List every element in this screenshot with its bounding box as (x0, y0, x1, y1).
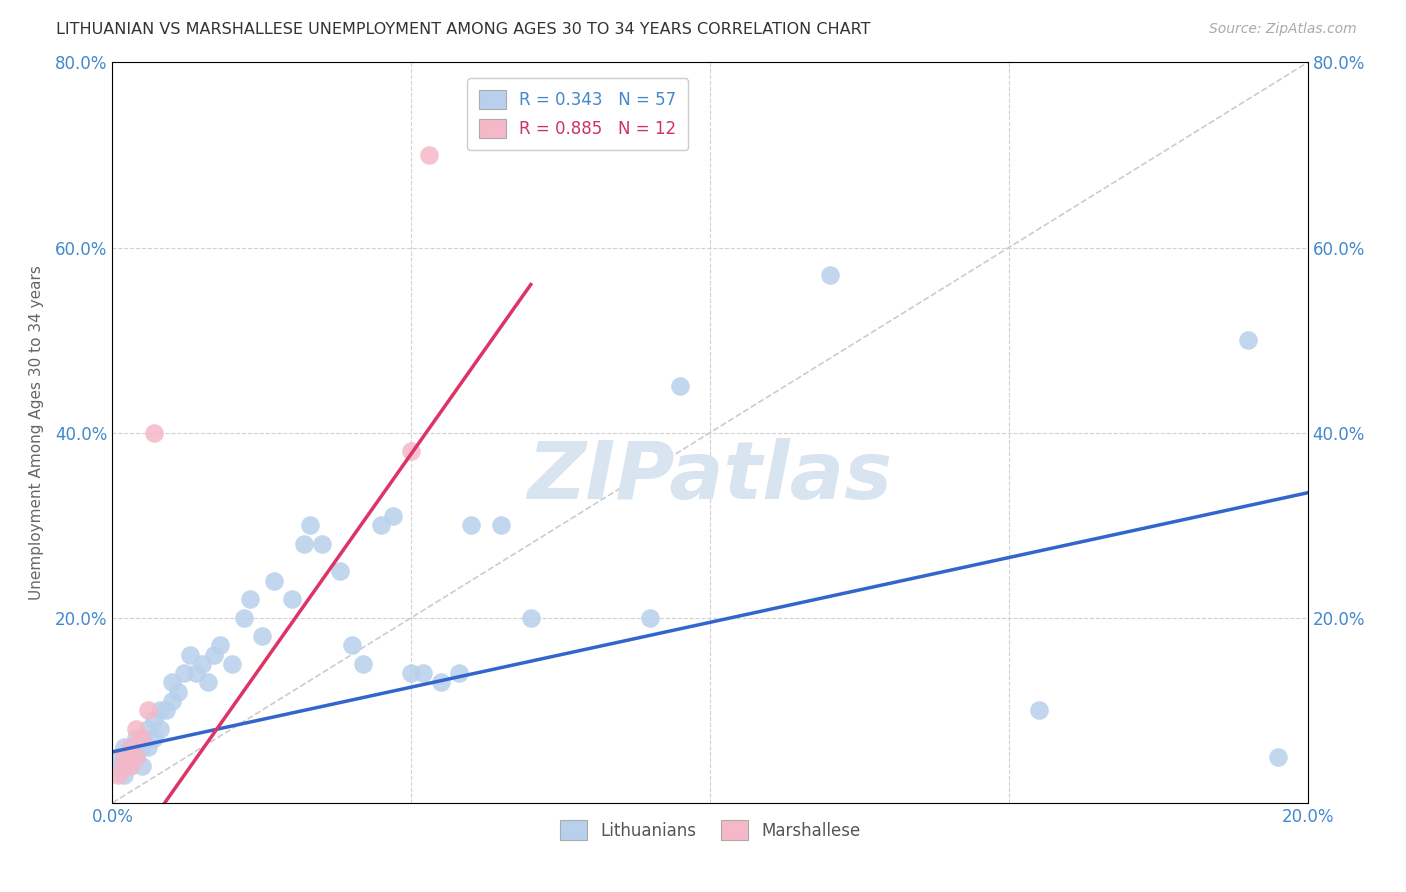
Point (131, 740, 153, 755)
Point (209, 639, 232, 653)
Legend: Lithuanians, Marshallese: Lithuanians, Marshallese (553, 814, 868, 847)
Point (382, 508, 405, 523)
Point (233, 610, 256, 624)
Point (329, 565, 352, 579)
Point (155, 703, 177, 717)
Point (1267, 749, 1289, 764)
Point (401, 666, 423, 681)
Text: ZIPatlas: ZIPatlas (527, 438, 893, 516)
Point (125, 749, 148, 764)
Point (640, 610, 662, 624)
Point (120, 740, 142, 755)
Point (125, 749, 148, 764)
Point (520, 610, 543, 624)
Point (120, 758, 142, 772)
Point (311, 536, 333, 550)
Point (179, 648, 201, 662)
Point (120, 758, 142, 772)
Point (149, 722, 172, 736)
Point (418, 148, 440, 162)
Point (1028, 703, 1050, 717)
Point (263, 574, 285, 588)
Text: Source: ZipAtlas.com: Source: ZipAtlas.com (1209, 22, 1357, 37)
Point (173, 666, 195, 681)
Point (114, 768, 135, 782)
Point (449, 666, 471, 681)
Point (250, 629, 273, 643)
Point (340, 639, 363, 653)
Point (191, 657, 214, 671)
Point (489, 518, 512, 533)
Point (186, 666, 208, 681)
Point (131, 731, 153, 745)
Text: LITHUANIAN VS MARSHALLESE UNEMPLOYMENT AMONG AGES 30 TO 34 YEARS CORRELATION CHA: LITHUANIAN VS MARSHALLESE UNEMPLOYMENT A… (56, 22, 870, 37)
Point (221, 657, 243, 671)
Point (138, 722, 160, 736)
Point (114, 740, 135, 755)
Point (162, 675, 183, 690)
Point (669, 379, 692, 393)
Y-axis label: Unemployment Among Ages 30 to 34 years: Unemployment Among Ages 30 to 34 years (30, 265, 44, 600)
Point (114, 758, 135, 772)
Point (131, 758, 153, 772)
Point (818, 268, 841, 283)
Point (298, 518, 321, 533)
Point (167, 685, 190, 699)
Point (107, 749, 129, 764)
Point (125, 722, 148, 736)
Point (292, 536, 315, 550)
Point (143, 425, 166, 440)
Point (143, 713, 166, 727)
Point (202, 648, 225, 662)
Point (370, 518, 392, 533)
Point (107, 768, 129, 782)
Point (197, 675, 219, 690)
Point (131, 731, 153, 745)
Point (412, 666, 434, 681)
Point (120, 749, 142, 764)
Point (460, 518, 482, 533)
Point (1237, 333, 1260, 347)
Point (430, 675, 453, 690)
Point (281, 592, 304, 607)
Point (120, 740, 142, 755)
Point (401, 444, 423, 458)
Point (138, 740, 160, 755)
Point (114, 758, 135, 772)
Point (114, 749, 135, 764)
Point (143, 731, 166, 745)
Point (149, 703, 172, 717)
Point (138, 703, 160, 717)
Point (162, 694, 183, 708)
Point (239, 592, 262, 607)
Point (353, 657, 375, 671)
Point (107, 758, 129, 772)
Point (125, 731, 148, 745)
